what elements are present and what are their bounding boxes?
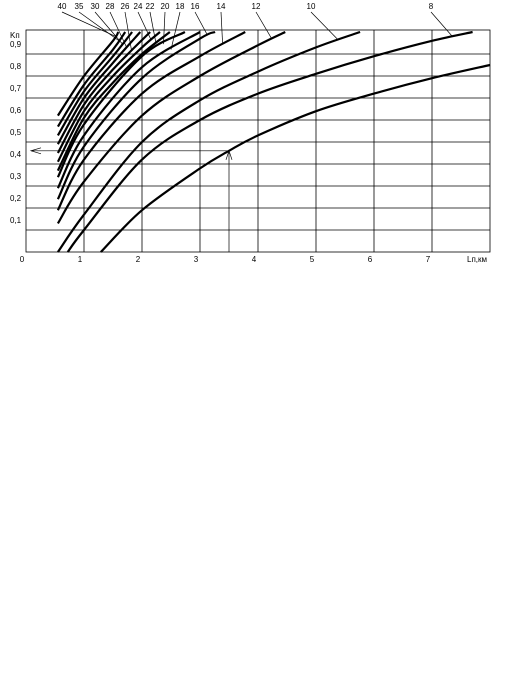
leader-line <box>170 11 181 50</box>
leader-line <box>94 11 123 45</box>
y-tick-label: 0,8 <box>10 62 22 71</box>
leader-line <box>194 11 208 36</box>
y-tick-label: 0,1 <box>10 216 22 225</box>
y-tick-label: 0,3 <box>10 172 22 181</box>
y-tick-label: 0,4 <box>10 150 22 159</box>
leader-line <box>220 11 223 45</box>
curve <box>56 31 142 145</box>
leader-line <box>78 11 120 42</box>
x-tick-label: 3 <box>194 255 199 264</box>
leader-line <box>61 11 116 37</box>
y-tick-label: 0,5 <box>10 128 22 137</box>
curve-label: 26 <box>121 2 130 11</box>
annotation-arrowhead <box>29 147 42 155</box>
curve <box>100 63 491 253</box>
y-tick-label: 0,6 <box>10 106 22 115</box>
curve-label: 28 <box>106 2 115 11</box>
leader-line <box>109 11 127 48</box>
curve-label: 22 <box>146 2 155 11</box>
x-tick-label: 2 <box>136 255 141 264</box>
curve <box>56 30 216 200</box>
curve-label: 30 <box>91 2 100 11</box>
leader-line <box>137 11 152 40</box>
curve-label: 16 <box>191 2 200 11</box>
y-tick-label: 0,7 <box>10 84 22 93</box>
x-tick-label: 5 <box>310 255 315 264</box>
curve-label: 10 <box>307 2 316 11</box>
curve-label: 24 <box>134 2 143 11</box>
y-tick-label: 0,2 <box>10 194 22 203</box>
x-tick-label: 6 <box>368 255 373 264</box>
curve <box>66 30 473 253</box>
x-tick-label: 0 <box>20 255 25 264</box>
curve <box>56 31 127 128</box>
y-axis-label: Kп <box>10 31 20 40</box>
y-tick-label: 0,9 <box>10 40 22 49</box>
curve <box>56 31 171 172</box>
leader-line <box>149 11 157 44</box>
x-axis-label: Lп,км <box>467 255 487 264</box>
curve-label: 40 <box>58 2 67 11</box>
leader-line <box>430 11 453 37</box>
curve <box>56 31 120 117</box>
curve <box>56 31 151 154</box>
x-tick-label: 7 <box>426 255 431 264</box>
leader-line <box>255 11 272 39</box>
curve-label: 35 <box>75 2 84 11</box>
x-tick-label: 4 <box>252 255 257 264</box>
curve-label: 14 <box>217 2 226 11</box>
curve-label: 20 <box>161 2 170 11</box>
leader-line <box>310 11 339 40</box>
curve-label: 12 <box>252 2 261 11</box>
curve-label: 18 <box>176 2 185 11</box>
curve <box>56 31 286 224</box>
curve-label: 8 <box>429 2 434 11</box>
curve <box>56 31 186 178</box>
curve <box>56 31 161 163</box>
curve <box>56 30 361 253</box>
leader-line <box>124 11 132 51</box>
curve <box>56 31 246 211</box>
curve <box>56 31 201 189</box>
x-tick-label: 1 <box>78 255 83 264</box>
leader-line <box>163 11 166 45</box>
